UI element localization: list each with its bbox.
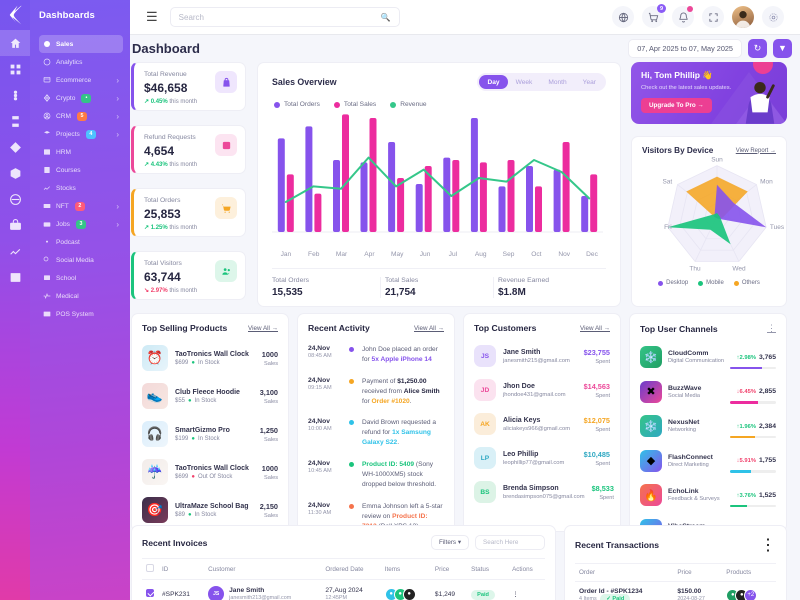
svg-text:Tues: Tues: [770, 224, 785, 231]
svg-text:Fri: Fri: [664, 224, 672, 231]
svg-text:Sun: Sun: [711, 157, 723, 164]
svg-text:Mon: Mon: [760, 178, 773, 185]
svg-text:Sat: Sat: [662, 178, 672, 185]
svg-text:Wed: Wed: [732, 266, 746, 273]
svg-text:Thu: Thu: [689, 266, 701, 273]
